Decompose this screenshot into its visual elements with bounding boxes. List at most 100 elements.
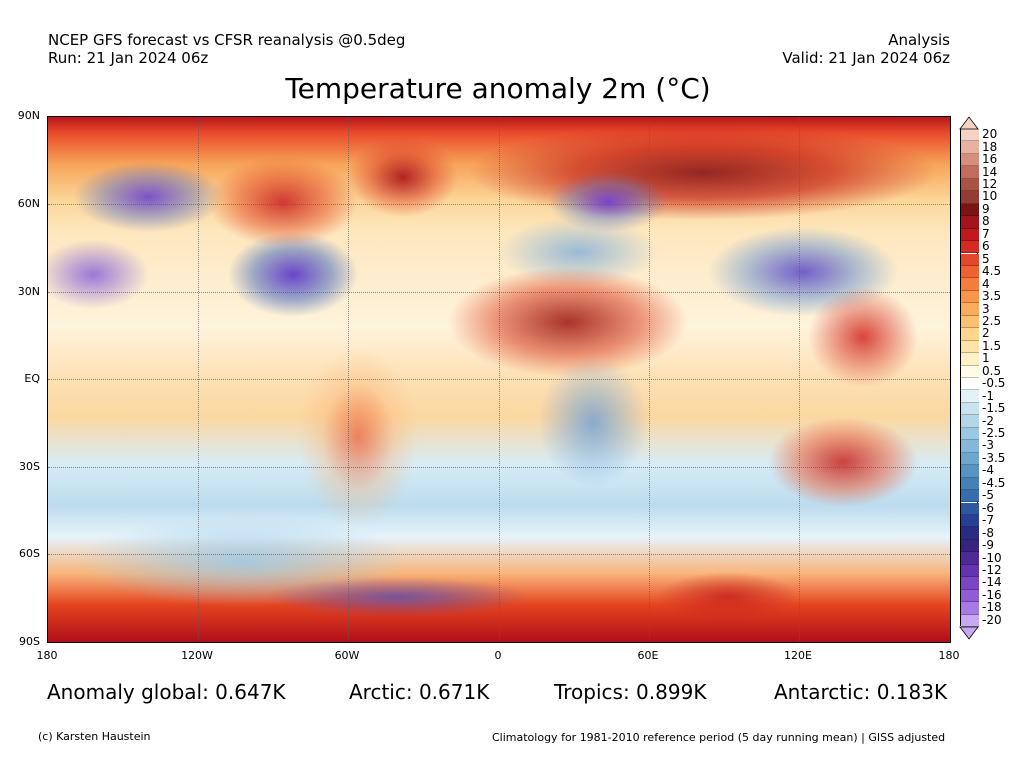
colorbar-cell (961, 527, 979, 540)
colorbar-cell (961, 315, 979, 329)
arctic-warm-patch (468, 125, 938, 220)
colorbar-label: -18 (982, 600, 1002, 615)
colorbar-cell (961, 378, 979, 391)
colorbar-cell (961, 141, 979, 154)
lon-label-180w: 180 (36, 649, 58, 662)
lat-label-60n: 60N (17, 197, 40, 210)
antarctica-warm-patch (658, 572, 798, 622)
colorbar-label: 1 (982, 351, 990, 366)
colorbar-cell (961, 602, 979, 615)
lat-label-30s: 30S (19, 460, 40, 473)
antarctica-cold-patch (268, 577, 528, 617)
colorbar-label: 2 (982, 326, 990, 341)
lat-label-60s: 60S (19, 547, 40, 560)
colorbar-cell (961, 166, 979, 179)
run-time: Run: 21 Jan 2024 06z (48, 49, 209, 67)
colorbar-label: 7 (982, 226, 990, 241)
colorbar-cell (961, 353, 979, 366)
colorbar-label: -16 (982, 587, 1002, 602)
analysis-label: Analysis (888, 31, 950, 49)
colorbar-label: -12 (982, 562, 1002, 577)
colorbar-label: 20 (982, 127, 998, 142)
colorbar-label: -10 (982, 550, 1002, 565)
lon-label-180e: 180 (938, 649, 960, 662)
colorbar-label: -14 (982, 575, 1002, 590)
lon-label-60w: 60W (334, 649, 360, 662)
colorbar-label: -8 (982, 525, 994, 540)
greenland-warm-patch (348, 137, 458, 217)
colorbar-label: -5 (982, 488, 994, 503)
south-america-mixed-patch (298, 347, 418, 527)
valid-time: Valid: 21 Jan 2024 06z (782, 49, 950, 67)
lon-line-120e (799, 117, 800, 642)
antarctic-anomaly: Antarctic: 0.183K (774, 680, 948, 704)
colorbar-label: 18 (982, 139, 998, 154)
colorbar-label: -6 (982, 500, 994, 515)
lon-line-60w (348, 117, 349, 642)
lon-line-0 (499, 117, 500, 642)
colorbar-cell (961, 253, 979, 266)
colorbar-label: -1 (982, 388, 994, 403)
lat-label-30n: 30N (17, 285, 40, 298)
colorbar-label: -20 (982, 612, 1002, 627)
lon-label-120w: 120W (181, 649, 213, 662)
colorbar-cell (961, 328, 979, 341)
lat-label-90s: 90S (19, 635, 40, 648)
colorbar (960, 128, 979, 627)
colorbar-label: 12 (982, 177, 998, 192)
lon-label-0: 0 (494, 649, 502, 662)
colorbar-label: -3.5 (982, 450, 1006, 465)
map-title: Temperature anomaly 2m (°C) (285, 72, 711, 105)
colorbar-cell (961, 203, 979, 217)
colorbar-cell (961, 265, 979, 279)
colorbar-cell (961, 340, 979, 354)
colorbar-cell (961, 452, 979, 466)
colorbar-cell (961, 490, 979, 503)
colorbar-cell (961, 564, 979, 578)
colorbar-label: -9 (982, 538, 994, 553)
colorbar-cell (961, 290, 979, 304)
colorbar-cell (961, 178, 979, 192)
colorbar-cell (961, 191, 979, 204)
header-left: NCEP GFS forecast vs CFSR reanalysis @0.… (48, 31, 405, 67)
arctic-anomaly: Arctic: 0.671K (349, 680, 490, 704)
colorbar-label: -4.5 (982, 475, 1006, 490)
colorbar-label: 16 (982, 152, 998, 167)
lon-line-120w (198, 117, 199, 642)
colorbar-label: -4 (982, 463, 994, 478)
colorbar-label: 2.5 (982, 313, 1002, 328)
colorbar-cell (961, 427, 979, 441)
colorbar-label: 8 (982, 214, 990, 229)
colorbar-label: 9 (982, 201, 990, 216)
colorbar-cell (961, 228, 979, 242)
colorbar-cell (961, 539, 979, 553)
colorbar-label: -2.5 (982, 426, 1006, 441)
colorbar-label: -7 (982, 513, 994, 528)
colorbar-cell (961, 303, 979, 316)
colorbar-cell (961, 278, 979, 291)
colorbar-label: 4.5 (982, 264, 1002, 279)
east-asia-warm-patch (808, 287, 918, 387)
colorbar-cell (961, 440, 979, 453)
colorbar-cell (961, 514, 979, 528)
colorbar-cell (961, 465, 979, 478)
colorbar-cell (961, 153, 979, 167)
colorbar-cell (961, 241, 979, 254)
global-anomaly: Anomaly global: 0.647K (47, 680, 286, 704)
colorbar-label: 3 (982, 301, 990, 316)
colorbar-bottom-arrow (959, 626, 979, 640)
climatology-note: Climatology for 1981-2010 reference peri… (492, 731, 946, 744)
colorbar-label: 0.5 (982, 363, 1002, 378)
copyright: (c) Karsten Haustein (38, 730, 151, 743)
colorbar-cell (961, 552, 979, 565)
colorbar-cell (961, 577, 979, 590)
colorbar-label: 5 (982, 251, 990, 266)
colorbar-top-arrow (959, 116, 979, 130)
lon-label-120e: 120E (784, 649, 812, 662)
colorbar-cell (961, 415, 979, 428)
colorbar-cell (961, 589, 979, 603)
colorbar-cell (961, 614, 979, 627)
lon-label-60e: 60E (637, 649, 659, 662)
colorbar-cell (961, 402, 979, 416)
colorbar-cell (961, 216, 979, 229)
